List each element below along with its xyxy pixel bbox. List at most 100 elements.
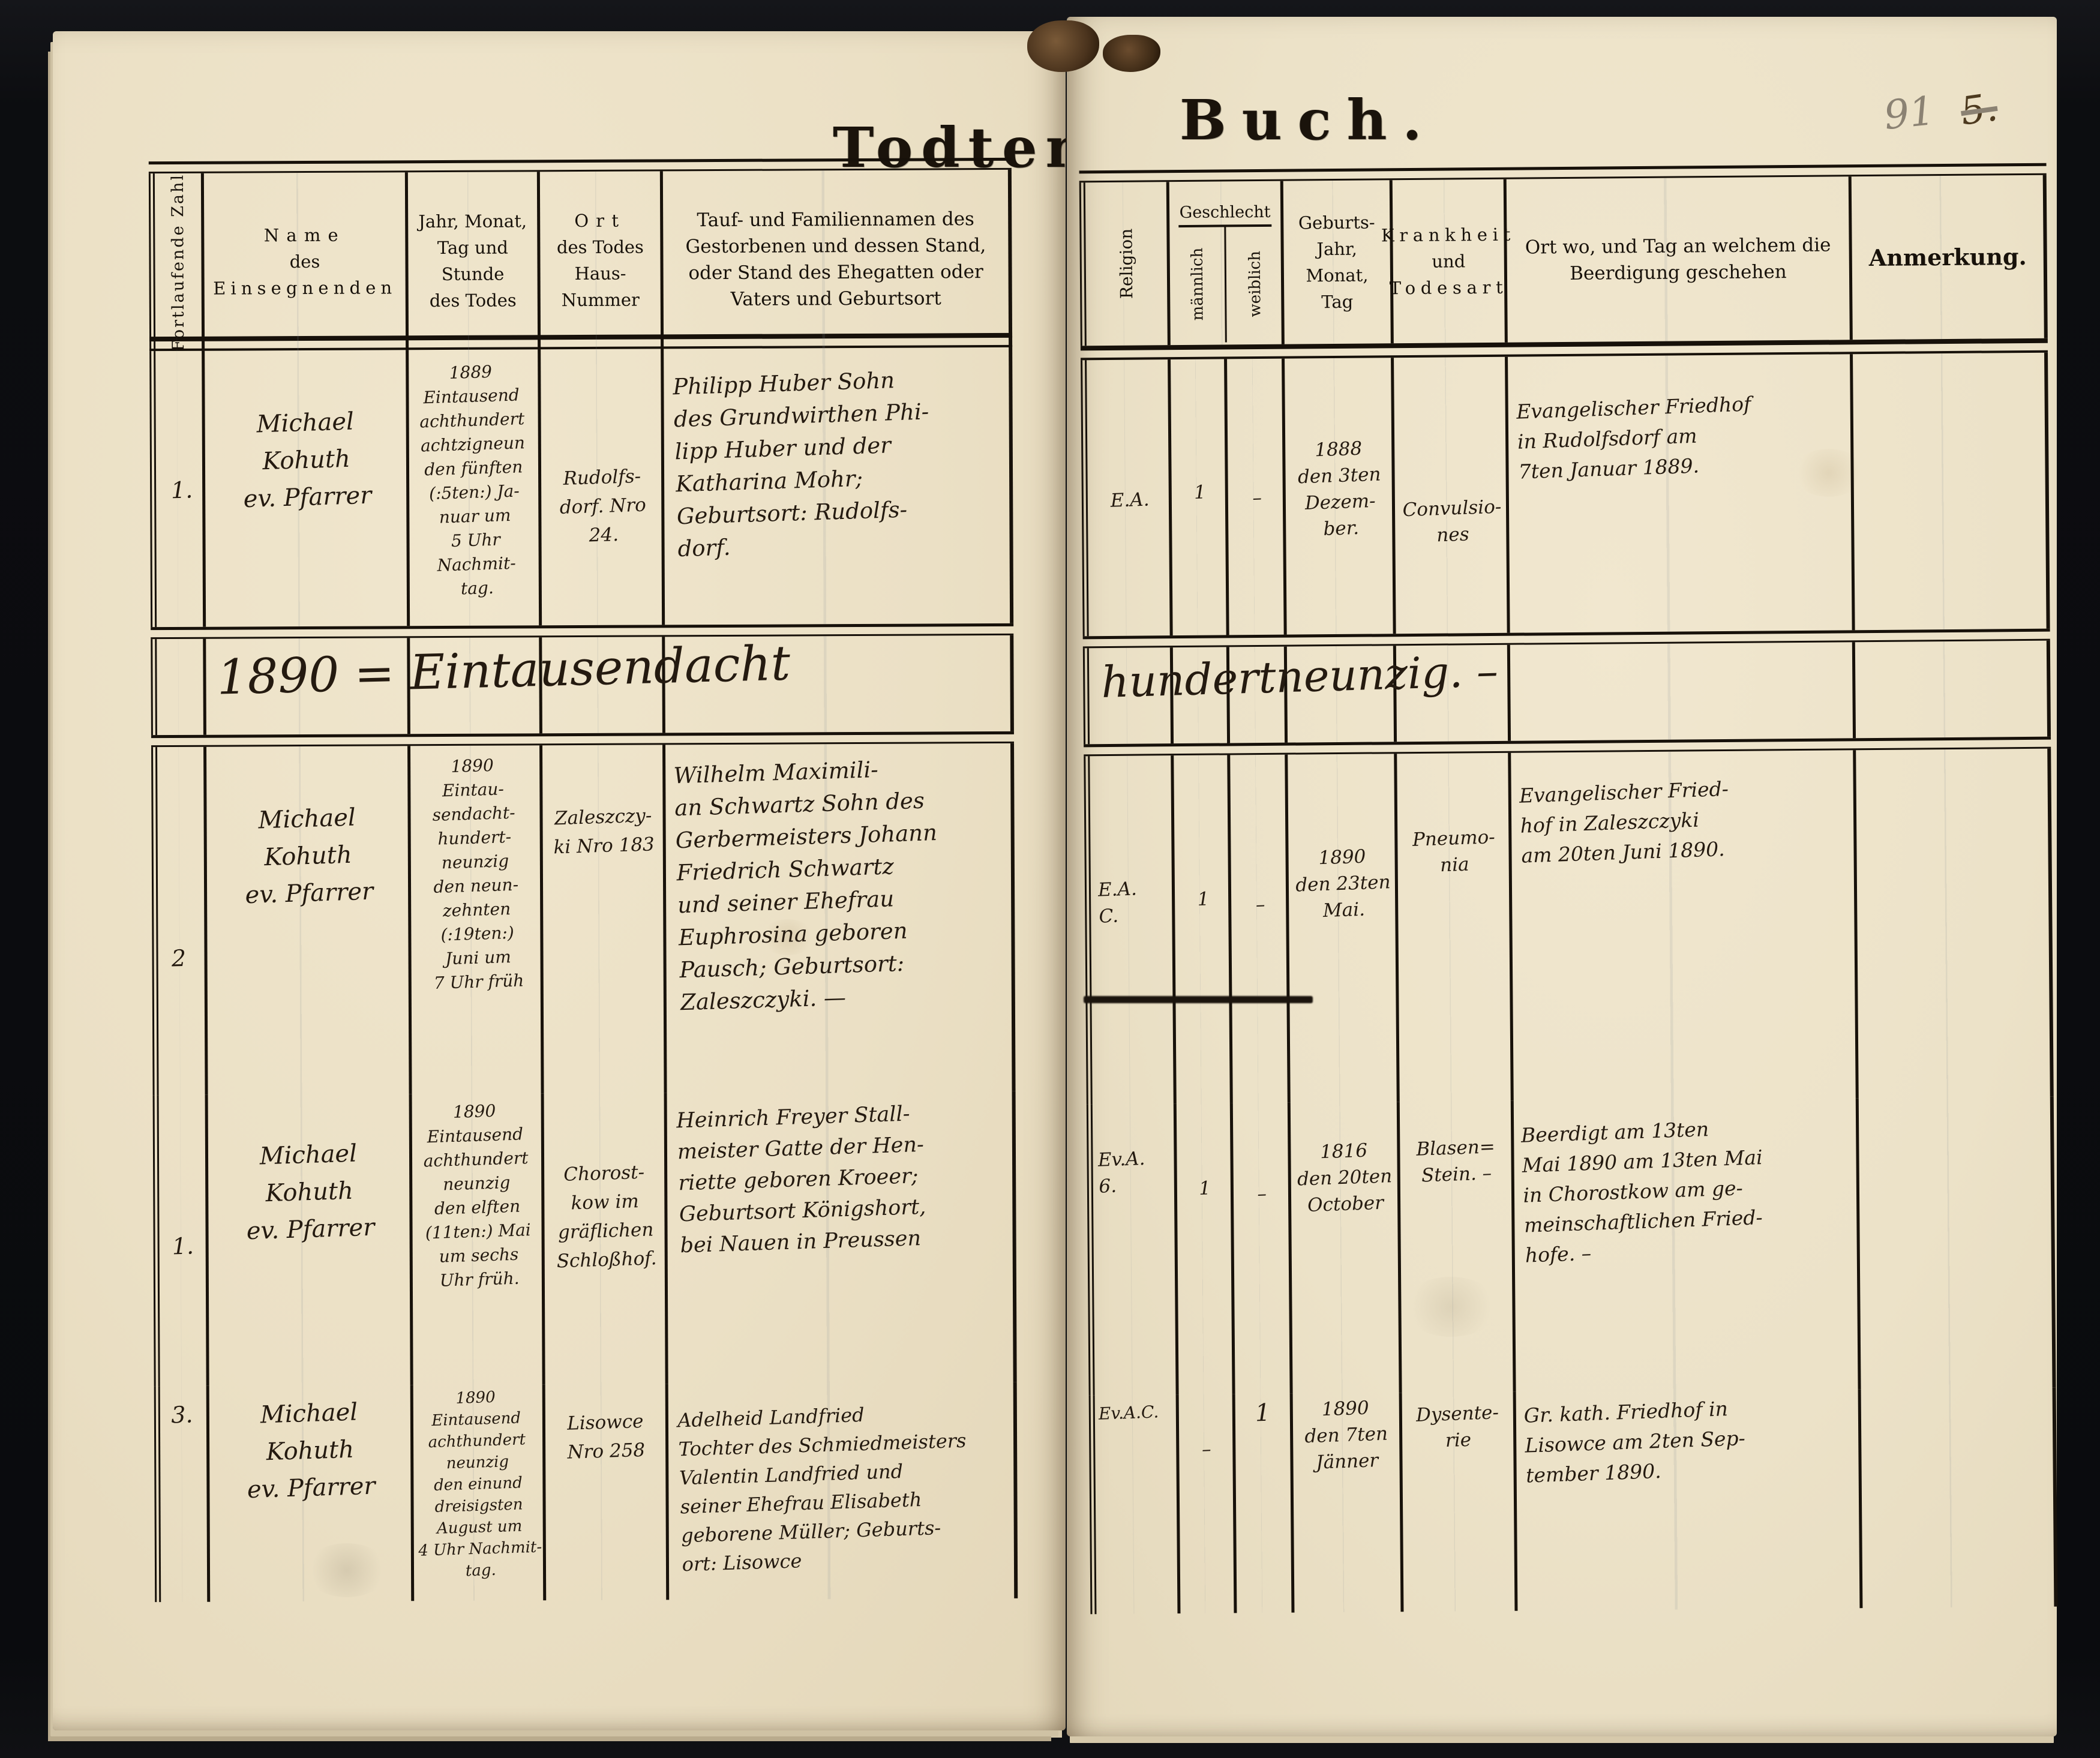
- header-maennlich: männlich: [1169, 226, 1227, 343]
- register-row-landfried-left: 3. Michael Kohuth ev. Pfarrer 1890 Einta…: [154, 1382, 1018, 1603]
- header-fortlaufende-zahl-label: Fortlaufende Zahl: [168, 173, 188, 352]
- geburtsdatum-cell: 1890 den 23ten Mai.: [1288, 754, 1400, 1103]
- row-number: 1.: [172, 1232, 194, 1260]
- row-number-cell: 1.: [152, 1094, 209, 1387]
- verstorbener-angaben: Wilhelm Maximili- an Schwartz Sohn des G…: [673, 757, 938, 1016]
- header-todes-datum: Jahr, Monat, Tag und Stunde des Todes: [407, 172, 541, 350]
- beerdigung-value: Gr. kath. Friedhof in Lisowce am 2ten Se…: [1523, 1397, 1746, 1487]
- verstorbener-cell: Adelheid Landfried Tochter des Schmiedme…: [668, 1382, 1018, 1600]
- header-religion-label: Religion: [1115, 228, 1136, 299]
- geburtsdatum-cell: 1890 den 7ten Jänner: [1292, 1393, 1404, 1613]
- geburtsdatum-value: 1816 den 20ten October: [1297, 1139, 1393, 1217]
- header-name-einsegnenden: Name des Einsegnenden: [203, 172, 409, 352]
- register-row-1889-right: E.A. 1 – 1888 den 3ten Dezem- ber. Convu…: [1081, 352, 2050, 637]
- verstorbener-cell: Philipp Huber Sohn des Grundwirthen Phi-…: [664, 347, 1014, 625]
- geburtsdatum-value: 1890 den 7ten Jänner: [1304, 1397, 1388, 1474]
- maennlich-value: 1: [1196, 888, 1210, 911]
- todesort: Lisowce Nro 258: [566, 1410, 646, 1463]
- geburtsdatum-cell: 1888 den 3ten Dezem- ber.: [1285, 358, 1396, 635]
- weiblich-value: 1: [1254, 1399, 1271, 1427]
- row-number-cell: 2: [151, 746, 208, 1096]
- religion-value: Ev.A.C.: [1098, 1402, 1159, 1424]
- right-book-page: Buch. Religion Geschlecht männlich weib: [1067, 17, 2058, 1736]
- einsegnender-cell: Michael Kohuth ev. Pfarrer: [208, 1094, 413, 1386]
- todesort-cell: Zaleszczy- ki Nro 183: [542, 745, 667, 1094]
- row-number-cell: 1.: [149, 350, 206, 628]
- einsegnender-cell: Michael Kohuth ev. Pfarrer: [205, 350, 410, 627]
- stray-ink-line: [1084, 996, 1313, 1003]
- weiblich-value: –: [1256, 1183, 1267, 1205]
- header-ort-line1: Ort: [574, 210, 626, 232]
- maennlich-cell: 1: [1174, 755, 1233, 1104]
- header-geburtsdatum-label: Geburts- Jahr, Monat, Tag: [1298, 212, 1375, 313]
- weiblich-cell: –: [1227, 358, 1287, 635]
- register-row-1889-left: 1. Michael Kohuth ev. Pfarrer 1889 Einta…: [149, 347, 1014, 628]
- row-number: 2: [171, 944, 187, 972]
- maennlich-value: 1: [1193, 481, 1207, 504]
- header-religion: Religion: [1079, 182, 1171, 346]
- anmerkung-cell: [1856, 748, 2054, 1099]
- einsegnender-name: Michael Kohuth ev. Pfarrer: [247, 1398, 376, 1504]
- religion-cell: Ev.A. 6.: [1086, 1103, 1179, 1396]
- beerdigung-value: Evangelischer Friedhof in Rudolfsdorf am…: [1516, 392, 1751, 484]
- beerdigung-cell: Evangelischer Friedhof in Rudolfsdorf am…: [1508, 354, 1855, 633]
- beerdigung-cell: Evangelischer Fried- hof in Zaleszczyki …: [1511, 750, 1859, 1101]
- header-ort-rest: des Todes Haus-Nummer: [556, 236, 644, 311]
- geburtsdatum-cell: 1816 den 20ten October: [1290, 1102, 1402, 1394]
- register-row-freyer-right: Ev.A. 6. 1 – 1816 den 20ten October Blas…: [1086, 1096, 2056, 1396]
- weiblich-cell: –: [1230, 754, 1291, 1103]
- page-number-pencil: 91: [1882, 87, 1937, 139]
- binding-leather-remnant: [1027, 20, 1099, 72]
- verstorbener-angaben: Philipp Huber Sohn des Grundwirthen Phi-…: [672, 367, 929, 562]
- verstorbener-angaben: Adelheid Landfried Tochter des Schmiedme…: [677, 1403, 967, 1576]
- todesdatum-cell: 1890 Eintausend achthundert neunzig den …: [412, 1093, 545, 1385]
- right-register-table: Religion Geschlecht männlich weiblich Ge…: [1079, 163, 2058, 1615]
- krankheit-cell: Blasen= Stein. –: [1399, 1100, 1516, 1393]
- anmerkung-cell: [1858, 1096, 2056, 1390]
- header-weiblich: weiblich: [1226, 226, 1285, 343]
- year-band-cell: [1855, 640, 2051, 739]
- religion-value: E.A.: [1110, 488, 1150, 512]
- binding-leather-remnant: [1103, 35, 1160, 72]
- header-anmerkung: Anmerkung.: [1851, 175, 2048, 340]
- verstorbener-cell: Wilhelm Maximili- an Schwartz Sohn des G…: [665, 743, 1016, 1093]
- header-krankheit-line3: Todesart: [1389, 277, 1508, 299]
- todesdatum: 1890 Eintau- sendacht- hundert- neunzig …: [432, 755, 524, 993]
- header-krankheit-line1: Krankheit: [1381, 224, 1516, 246]
- row-number: 3.: [170, 1401, 194, 1429]
- right-table-header-row: Religion Geschlecht männlich weiblich Ge…: [1079, 175, 2048, 346]
- maennlich-value: 1: [1198, 1177, 1211, 1200]
- header-ort-des-todes: Ort des Todes Haus-Nummer: [539, 171, 664, 350]
- left-register-table: Fortlaufende Zahl Name des Einsegnenden …: [148, 157, 1018, 1603]
- einsegnender-name: Michael Kohuth ev. Pfarrer: [244, 803, 374, 910]
- todesdatum: 1890 Eintausend achthundert neunzig den …: [418, 1388, 542, 1580]
- todesort: Rudolfs- dorf. Nro 24.: [559, 465, 647, 547]
- register-row-schwartz-right: E.A. C. 1 – 1890 den 23ten Mai. Pneumo- …: [1084, 748, 2054, 1105]
- geschlecht-subcolumns: männlich weiblich: [1169, 226, 1282, 343]
- header-krankheit-line2: und: [1432, 251, 1466, 272]
- maennlich-cell: 1: [1176, 1103, 1235, 1395]
- register-row-schwartz-left: 2 Michael Kohuth ev. Pfarrer 1890 Eintau…: [151, 743, 1016, 1096]
- beerdigung-value: Beerdigt am 13ten Mai 1890 am 13ten Mai …: [1520, 1117, 1763, 1267]
- header-beerdigung-label: Ort wo, und Tag an welchem die Beerdigun…: [1525, 234, 1831, 284]
- todesdatum-cell: 1889 Eintausend achthundert achtzigneun …: [409, 349, 542, 626]
- header-geschlecht-group: Geschlecht männlich weiblich: [1169, 181, 1285, 346]
- krankheit-cell: Pneumo- nia: [1397, 752, 1514, 1102]
- todesort-cell: Chorost- kow im gräflichen Schloßhof.: [544, 1093, 668, 1385]
- header-name-line1: Name: [263, 224, 346, 246]
- todesort: Chorost- kow im gräflichen Schloßhof.: [556, 1161, 657, 1273]
- einsegnender-cell: Michael Kohuth ev. Pfarrer: [209, 1385, 415, 1602]
- geburtsdatum-value: 1888 den 3ten Dezem- ber.: [1297, 437, 1382, 540]
- register-row-freyer-left: 1. Michael Kohuth ev. Pfarrer 1890 Einta…: [152, 1091, 1017, 1387]
- todesdatum: 1890 Eintausend achthundert neunzig den …: [423, 1100, 532, 1291]
- religion-value: E.A. C.: [1097, 878, 1138, 928]
- header-name-line2: des: [289, 251, 320, 272]
- weiblich-cell: –: [1232, 1102, 1293, 1394]
- header-geburtsdatum: Geburts- Jahr, Monat, Tag: [1283, 180, 1394, 344]
- book-title-right: Buch.: [1180, 88, 1438, 152]
- todesdatum-cell: 1890 Eintausend achthundert neunzig den …: [413, 1384, 547, 1601]
- header-geschlecht-label: Geschlecht: [1169, 181, 1281, 226]
- header-fortlaufende-zahl: Fortlaufende Zahl: [148, 173, 205, 352]
- beerdigung-cell: Beerdigt am 13ten Mai 1890 am 13ten Mai …: [1513, 1098, 1861, 1392]
- krankheit-value: Dysente- rie: [1415, 1402, 1499, 1452]
